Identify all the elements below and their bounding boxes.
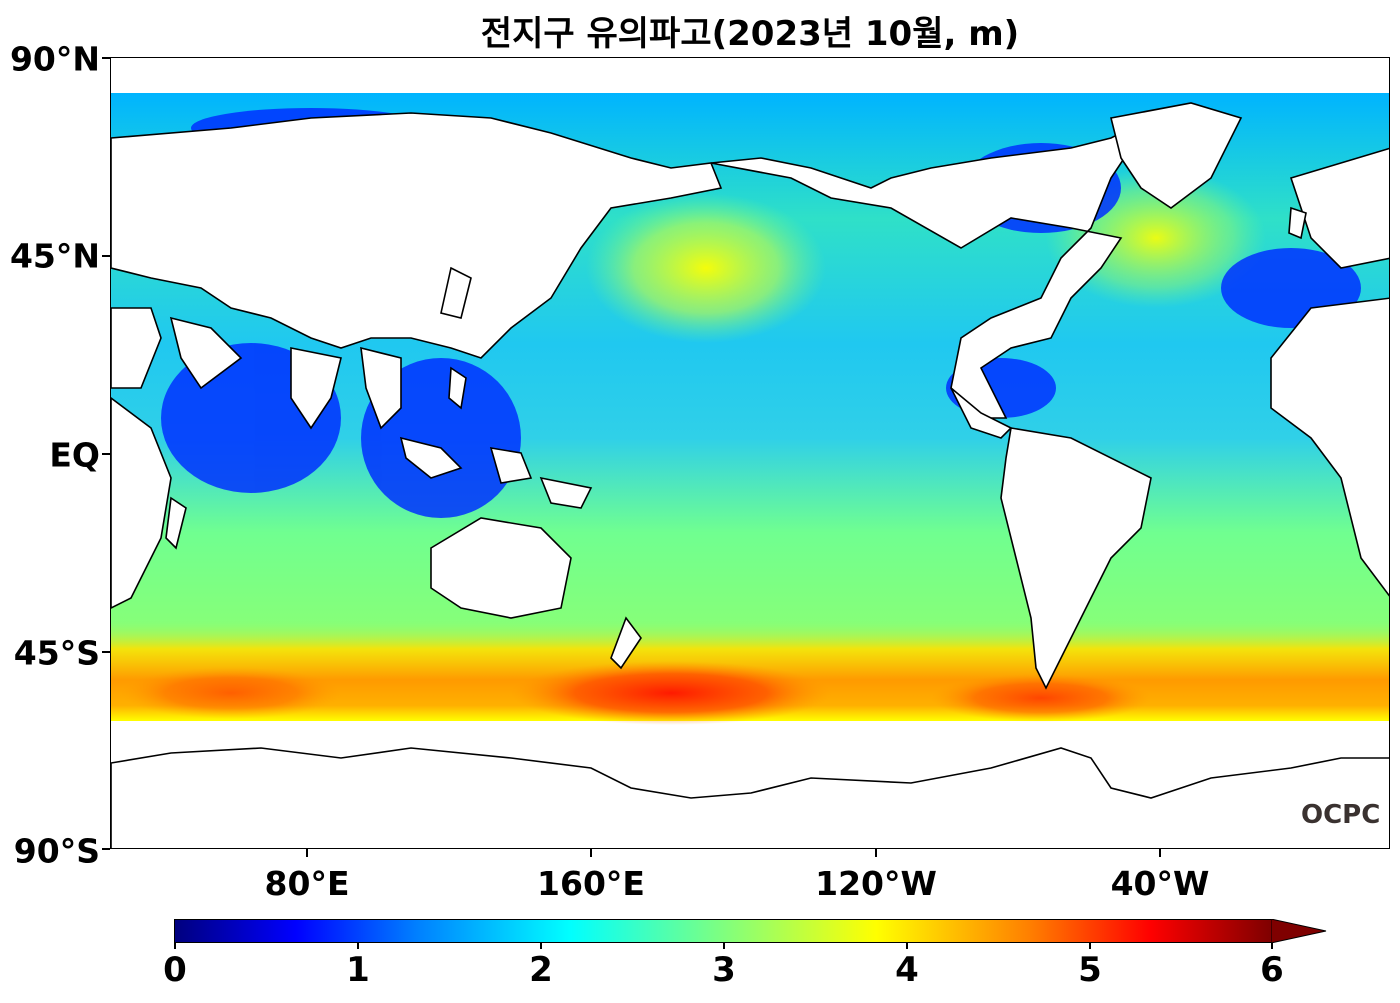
y-tick: [102, 57, 110, 59]
wave-height-map: OCPC: [110, 57, 1390, 849]
x-tick: [875, 849, 877, 857]
y-tick-label-eq: EQ: [49, 435, 100, 475]
x-tick-label-80e: 80°E: [264, 864, 350, 903]
colorbar-label-6: 6: [1260, 950, 1284, 990]
colorbar-label-4: 4: [895, 950, 919, 990]
x-tick: [590, 849, 592, 857]
y-tick-label-45s: 45°S: [13, 633, 100, 673]
colorbar-label-5: 5: [1078, 950, 1102, 990]
colorbar-extend-arrow: [1271, 919, 1327, 944]
colorbar-tick: [723, 943, 725, 949]
x-tick-label-160e: 160°E: [537, 864, 645, 903]
colorbar-label-3: 3: [712, 950, 736, 990]
y-tick: [102, 651, 110, 653]
ocpc-logo: OCPC: [1301, 800, 1380, 830]
colorbar-tick: [1271, 943, 1273, 949]
map-title: 전지구 유의파고(2023년 10월, m): [480, 14, 1020, 54]
southern-ocean-core-2: [931, 674, 1151, 722]
y-tick: [102, 255, 110, 257]
north-pacific-high: [586, 193, 826, 343]
y-tick-label-45n: 45°N: [9, 236, 100, 276]
colorbar-tick: [540, 943, 542, 949]
y-tick-label-90n: 90°N: [9, 39, 100, 79]
southern-ocean-core-3: [121, 667, 341, 719]
colorbar-tick: [906, 943, 908, 949]
colorbar-tick: [357, 943, 359, 949]
colorbar-label-2: 2: [529, 950, 553, 990]
map-svg: OCPC: [111, 93, 1389, 848]
colorbar-tick: [174, 943, 176, 949]
x-tick-label-40w: 40°W: [1110, 864, 1210, 903]
colorbar-label-0: 0: [163, 950, 187, 990]
colorbar-tick: [1089, 943, 1091, 949]
y-tick-label-90s: 90°S: [13, 831, 100, 871]
y-tick: [102, 453, 110, 455]
y-tick: [102, 848, 110, 850]
colorbar-label-1: 1: [346, 950, 370, 990]
x-tick: [1159, 849, 1161, 857]
southern-ocean-core: [511, 661, 831, 725]
land: [111, 102, 1389, 848]
x-tick: [306, 849, 308, 857]
x-tick-label-120w: 120°W: [815, 864, 937, 903]
colorbar: [174, 919, 1272, 943]
